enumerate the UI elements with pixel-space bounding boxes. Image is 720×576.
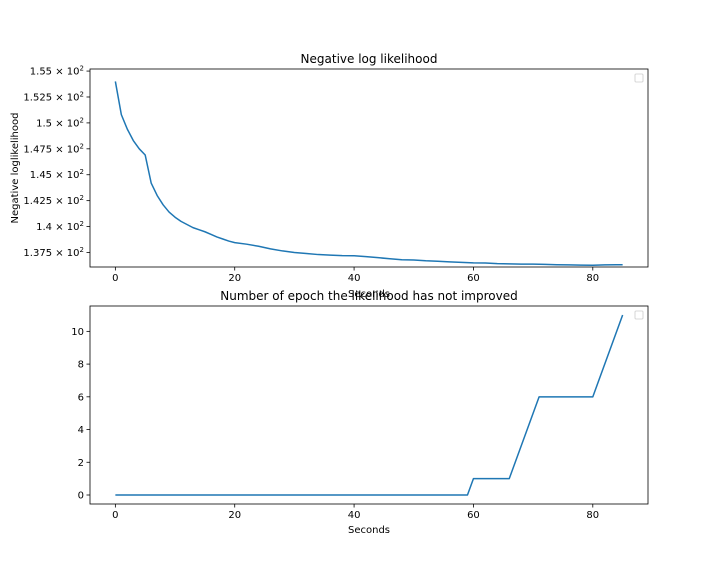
y-tick-mantissa: 1.45	[30, 170, 55, 181]
series-layer	[115, 314, 624, 496]
y-tick-label: 6	[78, 392, 84, 403]
y-tick-label: 1.425 × 102	[23, 194, 84, 207]
x-tick-label: 40	[348, 273, 361, 284]
y-tick-base: × 10	[55, 67, 79, 78]
x-tick-label: 20	[228, 510, 241, 521]
y-tick-base: × 10	[55, 144, 79, 155]
y-tick-label: 1.45 × 102	[30, 168, 84, 181]
y-tick-label: 1.4 × 102	[36, 220, 84, 233]
likelihood-chart: Negative log likelihood Seconds Negative…	[10, 52, 649, 300]
y-tick-label: 1.375 × 102	[23, 246, 84, 259]
legend-box	[634, 310, 644, 320]
plot-area-frame	[89, 305, 649, 505]
y-tick-mantissa: 1.425	[23, 196, 55, 207]
y-tick-exponent: 2	[80, 116, 84, 124]
y-axis-label: Negative loglikelihood	[10, 113, 21, 224]
y-tick-exponent: 2	[80, 65, 84, 73]
y-tick-label: 2	[78, 458, 84, 469]
x-axis-ticks: 0 20 40 60 80	[112, 504, 599, 521]
y-tick-base: × 10	[55, 248, 79, 259]
series-line	[114, 81, 623, 266]
x-tick-label: 60	[467, 510, 480, 521]
x-tick-label: 80	[586, 273, 599, 284]
y-tick-label: 1.55 × 102	[30, 65, 84, 78]
series-layer	[114, 81, 623, 266]
y-tick-label: 10	[71, 327, 84, 338]
y-tick-exponent: 2	[80, 246, 84, 254]
x-axis-ticks: 0 20 40 60 80	[112, 267, 599, 284]
chart-title: Number of epoch the likelihood has not i…	[220, 289, 517, 303]
x-tick-label: 0	[112, 273, 118, 284]
y-tick-label: 1.5 × 102	[36, 116, 84, 129]
x-tick-label: 40	[348, 510, 361, 521]
x-tick-label: 60	[467, 273, 480, 284]
plot-area-frame	[89, 68, 649, 268]
y-tick-base: × 10	[55, 170, 79, 181]
series-line	[115, 314, 624, 496]
chart-title: Negative log likelihood	[301, 52, 438, 66]
epoch-chart: Number of epoch the likelihood has not i…	[71, 289, 649, 536]
y-tick-mantissa: 1.375	[23, 248, 55, 259]
y-tick-mantissa: 1.4	[36, 222, 55, 233]
y-axis-ticks: 0 2 4 6 8 10	[71, 327, 90, 502]
y-tick-label: 1.475 × 102	[23, 142, 84, 155]
y-tick-exponent: 2	[80, 194, 84, 202]
x-axis-label: Seconds	[348, 289, 390, 300]
y-tick-base: × 10	[55, 196, 79, 207]
x-axis-label: Seconds	[348, 525, 390, 536]
y-tick-mantissa: 1.475	[23, 144, 55, 155]
y-tick-mantissa: 1.55	[30, 67, 55, 78]
y-tick-label: 8	[78, 360, 84, 371]
y-tick-mantissa: 1.5	[36, 118, 55, 129]
y-tick-mantissa: 1.525	[23, 92, 55, 103]
x-tick-label: 80	[586, 510, 599, 521]
y-tick-exponent: 2	[80, 90, 84, 98]
y-tick-base: × 10	[55, 118, 79, 129]
y-tick-exponent: 2	[80, 142, 84, 150]
y-tick-exponent: 2	[80, 220, 84, 228]
y-tick-label: 0	[78, 491, 84, 502]
y-tick-base: × 10	[55, 92, 79, 103]
y-tick-label: 4	[78, 425, 84, 436]
x-tick-label: 0	[112, 510, 118, 521]
y-tick-label: 1.525 × 102	[23, 90, 84, 103]
x-tick-label: 20	[228, 273, 241, 284]
legend-box	[634, 73, 644, 83]
y-tick-exponent: 2	[80, 168, 84, 176]
y-tick-base: × 10	[55, 222, 79, 233]
